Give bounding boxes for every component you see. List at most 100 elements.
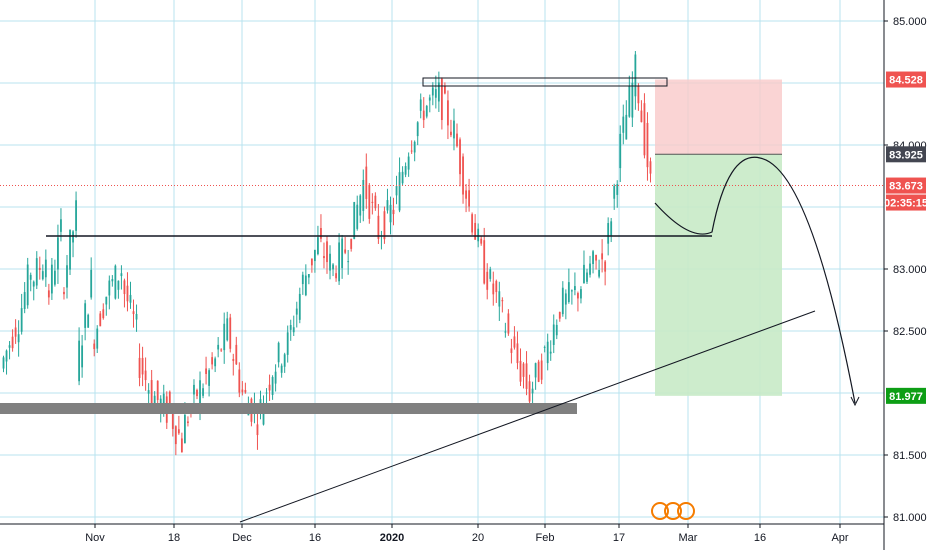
candle-body-133 <box>404 166 407 175</box>
price-tag-label-entry: 83.925 <box>889 149 923 161</box>
price-tag-target <box>886 387 926 404</box>
candle-body-11 <box>35 258 38 286</box>
candle-body-108 <box>329 253 331 271</box>
candle-body-156 <box>474 222 477 240</box>
candle-body-64 <box>196 389 198 397</box>
candle-body-112 <box>341 238 344 269</box>
candle-body-186 <box>564 293 567 305</box>
candle-body-45 <box>138 357 141 378</box>
candle-body-97 <box>295 308 298 315</box>
candle-body-122 <box>371 201 374 203</box>
candle-body-113 <box>344 249 347 253</box>
candle-body-26 <box>81 345 84 368</box>
candle-body-24 <box>75 200 77 231</box>
candle-body-90 <box>274 371 277 384</box>
candle-body-206 <box>625 114 628 140</box>
candle-body-8 <box>26 264 29 306</box>
candle-body-137 <box>416 122 419 137</box>
candle-body-14 <box>44 259 47 278</box>
candle-body-116 <box>353 202 356 239</box>
candle-body-214 <box>649 161 652 174</box>
candle-body-185 <box>561 287 564 315</box>
candle-body-37 <box>114 265 117 299</box>
candle-body-135 <box>410 150 413 152</box>
candle-body-36 <box>111 279 114 282</box>
candle-body-98 <box>298 293 301 320</box>
candle-body-169 <box>513 336 516 348</box>
candle-body-141 <box>428 97 431 101</box>
candle-body-211 <box>640 110 643 123</box>
x-tick-label-7: 17 <box>613 532 625 544</box>
tags-layer: 84.528 83.925 83.673 02:35:15 81.977 <box>884 71 928 404</box>
candle-body-53 <box>162 393 165 411</box>
candle-body-91 <box>277 342 280 363</box>
candle-body-203 <box>616 184 619 195</box>
demand-zone-box <box>0 403 577 414</box>
candle-body-136 <box>413 141 416 153</box>
candle-body-103 <box>314 249 316 262</box>
candle-body-210 <box>637 85 640 104</box>
candle-body-107 <box>326 241 328 263</box>
candle-body-190 <box>577 293 579 299</box>
y-tick-label-0: 85.000 <box>893 16 927 28</box>
candle-body-147 <box>447 100 449 126</box>
candle-body-165 <box>501 300 504 302</box>
candle-body-48 <box>147 390 150 394</box>
price-tag-current <box>886 177 926 194</box>
candle-body-150 <box>456 133 458 147</box>
candle-body-106 <box>323 256 325 259</box>
candle-body-1 <box>5 350 8 362</box>
logo-ring-1 <box>651 502 669 520</box>
x-tick-label-1: 18 <box>168 532 180 544</box>
candle-body-46 <box>141 357 144 375</box>
candle-body-111 <box>338 242 340 282</box>
stop-loss-zone <box>655 79 782 155</box>
candle-body-22 <box>69 229 71 270</box>
candle-body-192 <box>583 264 585 284</box>
candle-body-126 <box>383 211 386 240</box>
candle-body-124 <box>377 215 380 239</box>
candle-body-129 <box>392 209 395 215</box>
candle-body-110 <box>335 273 337 279</box>
candle-body-89 <box>271 377 274 396</box>
candle-body-213 <box>646 122 649 168</box>
candle-body-105 <box>320 228 322 239</box>
candle-body-38 <box>117 280 120 290</box>
candle-body-170 <box>516 343 519 364</box>
price-axis-bg <box>884 0 932 550</box>
candle-body-13 <box>41 271 44 280</box>
candle-body-76 <box>232 358 235 361</box>
candle-body-9 <box>29 274 32 280</box>
candle-body-115 <box>350 238 353 249</box>
candle-body-184 <box>558 311 561 319</box>
candle-body-204 <box>619 133 622 169</box>
candle-body-47 <box>144 370 147 381</box>
candle-body-34 <box>105 296 108 305</box>
x-tick-label-8: Mar <box>679 532 698 544</box>
x-tick-label-3: 16 <box>309 532 321 544</box>
candle-body-191 <box>580 289 582 299</box>
candle-body-23 <box>72 231 74 243</box>
drawings-layer <box>0 77 884 523</box>
candle-body-92 <box>280 365 283 373</box>
candle-body-209 <box>634 54 637 97</box>
candle-body-44 <box>135 313 138 320</box>
x-tick-label-10: Apr <box>831 532 848 544</box>
price-tag-label-countdown: 02:35:15 <box>884 198 928 210</box>
candle-body-95 <box>289 325 292 330</box>
candle-body-194 <box>589 263 591 275</box>
candle-body-28 <box>87 314 90 328</box>
candle-body-78 <box>238 369 241 393</box>
candle-body-6 <box>20 308 23 332</box>
candle-body-121 <box>368 185 371 219</box>
candles-layer <box>2 51 652 456</box>
time-axis-bg <box>0 524 932 550</box>
candle-body-75 <box>229 317 232 349</box>
candle-body-148 <box>450 131 452 136</box>
y-tick-label-2: 83.000 <box>893 264 927 276</box>
price-tag-label-target: 81.977 <box>889 391 923 403</box>
candle-body-208 <box>631 82 634 118</box>
candle-body-12 <box>38 267 41 270</box>
